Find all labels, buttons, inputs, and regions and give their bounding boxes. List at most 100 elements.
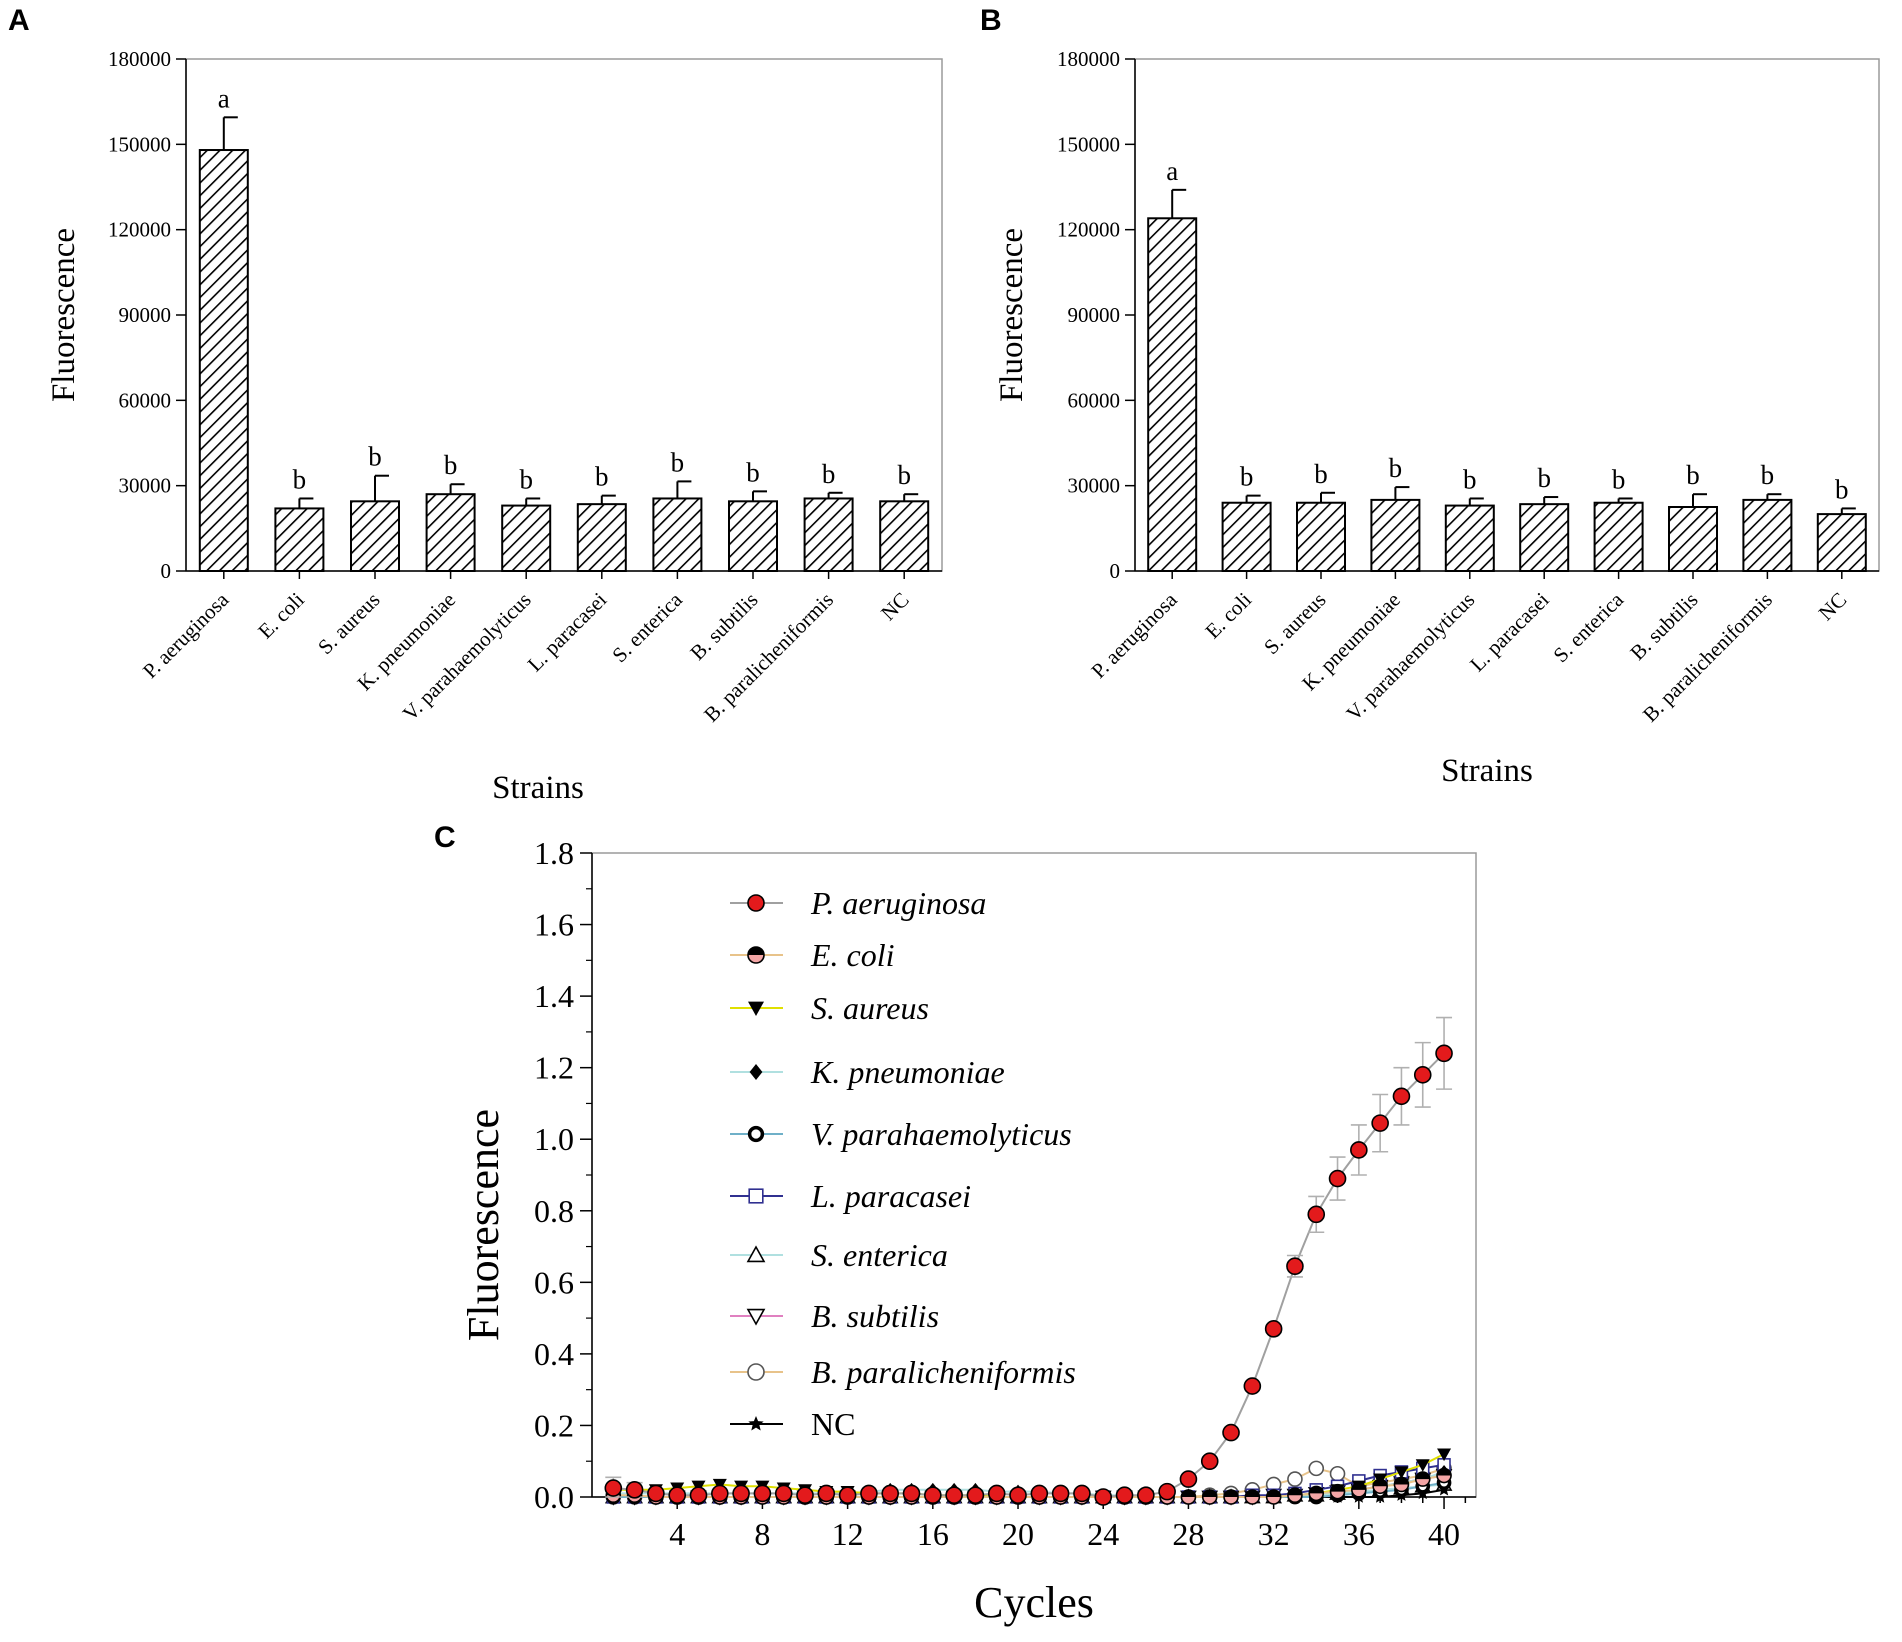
legend-marker: [747, 894, 765, 912]
data-point: [1350, 1141, 1368, 1159]
bar: [1742, 498, 1793, 572]
category-label: NC: [876, 588, 914, 626]
y-tick-label: 180000: [108, 47, 171, 71]
data-point: [1413, 1066, 1432, 1084]
data-point: [1287, 1487, 1303, 1504]
data-point: [1392, 1087, 1411, 1106]
y-tick-label: 0: [1110, 559, 1121, 583]
legend-label: E. coli: [810, 937, 895, 973]
category-label: P. aeruginosa: [138, 587, 234, 683]
x-tick-label: 20: [1002, 1516, 1034, 1552]
marker-half: [1351, 1482, 1366, 1490]
category-label: B. paralicheniformis: [1638, 588, 1777, 727]
legend-marker: [747, 946, 765, 964]
data-point: [987, 1484, 1006, 1503]
significance-label: b: [595, 462, 609, 492]
data-point: [625, 1481, 644, 1499]
significance-label: b: [822, 459, 836, 489]
significance-label: b: [1463, 464, 1477, 494]
significance-label: b: [1389, 453, 1403, 483]
data-point: [1436, 1467, 1452, 1484]
data-point: [796, 1486, 814, 1505]
significance-label: b: [897, 460, 911, 490]
bar: [1221, 501, 1272, 573]
y-tick-label: 90000: [119, 303, 172, 327]
data-point: [1372, 1478, 1388, 1495]
data-point: [1351, 1482, 1367, 1498]
series-line: [613, 1474, 1445, 1498]
category-label: NC: [1814, 588, 1852, 626]
data-point: [1264, 1320, 1283, 1338]
y-tick-label: 0.2: [534, 1407, 574, 1443]
significance-label: b: [1761, 460, 1775, 490]
bar: [803, 497, 854, 573]
data-point: [1394, 1466, 1409, 1479]
y-axis-label: Fluorescence: [459, 1109, 508, 1341]
y-axis-label: Fluorescence: [46, 228, 82, 402]
legend-marker: [748, 1188, 764, 1204]
bar: [425, 493, 476, 573]
y-tick-label: 90000: [1068, 303, 1121, 327]
bar: [274, 507, 325, 572]
bar: [1444, 504, 1495, 573]
data-point: [1179, 1470, 1198, 1488]
y-tick-label: 1.6: [534, 907, 574, 943]
legend-label: K. pneumoniae: [810, 1054, 1005, 1090]
data-point: [1371, 1114, 1389, 1132]
data-point: [1009, 1486, 1027, 1505]
category-label: V. parahaemolyticus: [398, 588, 536, 726]
category-label: S. aureus: [1259, 588, 1330, 659]
significance-label: b: [1240, 462, 1254, 492]
data-point: [966, 1486, 985, 1505]
data-point: [1414, 1471, 1431, 1487]
y-tick-label: 0.0: [534, 1479, 574, 1515]
data-point: [1073, 1484, 1091, 1503]
category-label: S. enterica: [607, 587, 687, 667]
y-axis-label: Fluorescence: [994, 228, 1030, 402]
legend-label: V. parahaemolyticus: [811, 1116, 1072, 1152]
category-label: L. paracasei: [1465, 587, 1554, 676]
data-point: [1244, 1489, 1261, 1505]
significance-label: b: [1314, 459, 1328, 489]
bar-chart-b: 0 30000 60000 90000 120000 150000 180000 a P. ae…: [994, 47, 1880, 789]
panel-label-c: C: [434, 821, 456, 854]
bar: [1593, 501, 1644, 573]
data-point: [1265, 1489, 1282, 1505]
bar: [1816, 513, 1867, 572]
data-point: [1201, 1489, 1218, 1505]
y-tick-label: 30000: [119, 474, 172, 498]
series-p-aeruginosa: [604, 1016, 1453, 1506]
y-tick-label: 150000: [1057, 132, 1120, 156]
significance-label: b: [444, 450, 458, 480]
legend-label: P. aeruginosa: [810, 885, 986, 921]
marker-half: [1415, 1472, 1430, 1480]
x-tick-label: 32: [1258, 1516, 1290, 1552]
legend-label: B. subtilis: [811, 1298, 939, 1334]
significance-label: b: [1537, 463, 1551, 493]
bar: [879, 500, 930, 572]
data-point: [1329, 1465, 1346, 1482]
data-point: [1307, 1205, 1326, 1224]
data-point: [1158, 1482, 1176, 1501]
y-tick-label: 180000: [1057, 47, 1120, 71]
bar: [501, 504, 552, 573]
data-point: [1308, 1485, 1325, 1502]
significance-label: b: [293, 464, 307, 494]
data-point: [1435, 1044, 1453, 1063]
legend-marker: [748, 1416, 764, 1431]
data-point: [881, 1484, 900, 1503]
x-tick-label: 24: [1087, 1516, 1119, 1552]
marker-half: [1266, 1490, 1281, 1497]
y-tick-label: 60000: [119, 388, 172, 412]
x-axis-label: Strains: [1441, 753, 1533, 789]
bar: [1668, 506, 1718, 572]
data-point: [753, 1484, 772, 1503]
marker-half: [1373, 1479, 1388, 1487]
data-point: [1393, 1476, 1410, 1493]
category-label: B. paralicheniformis: [699, 588, 838, 727]
legend-marker: [746, 1245, 766, 1263]
data-point: [689, 1486, 708, 1505]
y-tick-label: 1.8: [534, 835, 574, 871]
bar: [652, 497, 703, 573]
data-point: [924, 1486, 942, 1505]
